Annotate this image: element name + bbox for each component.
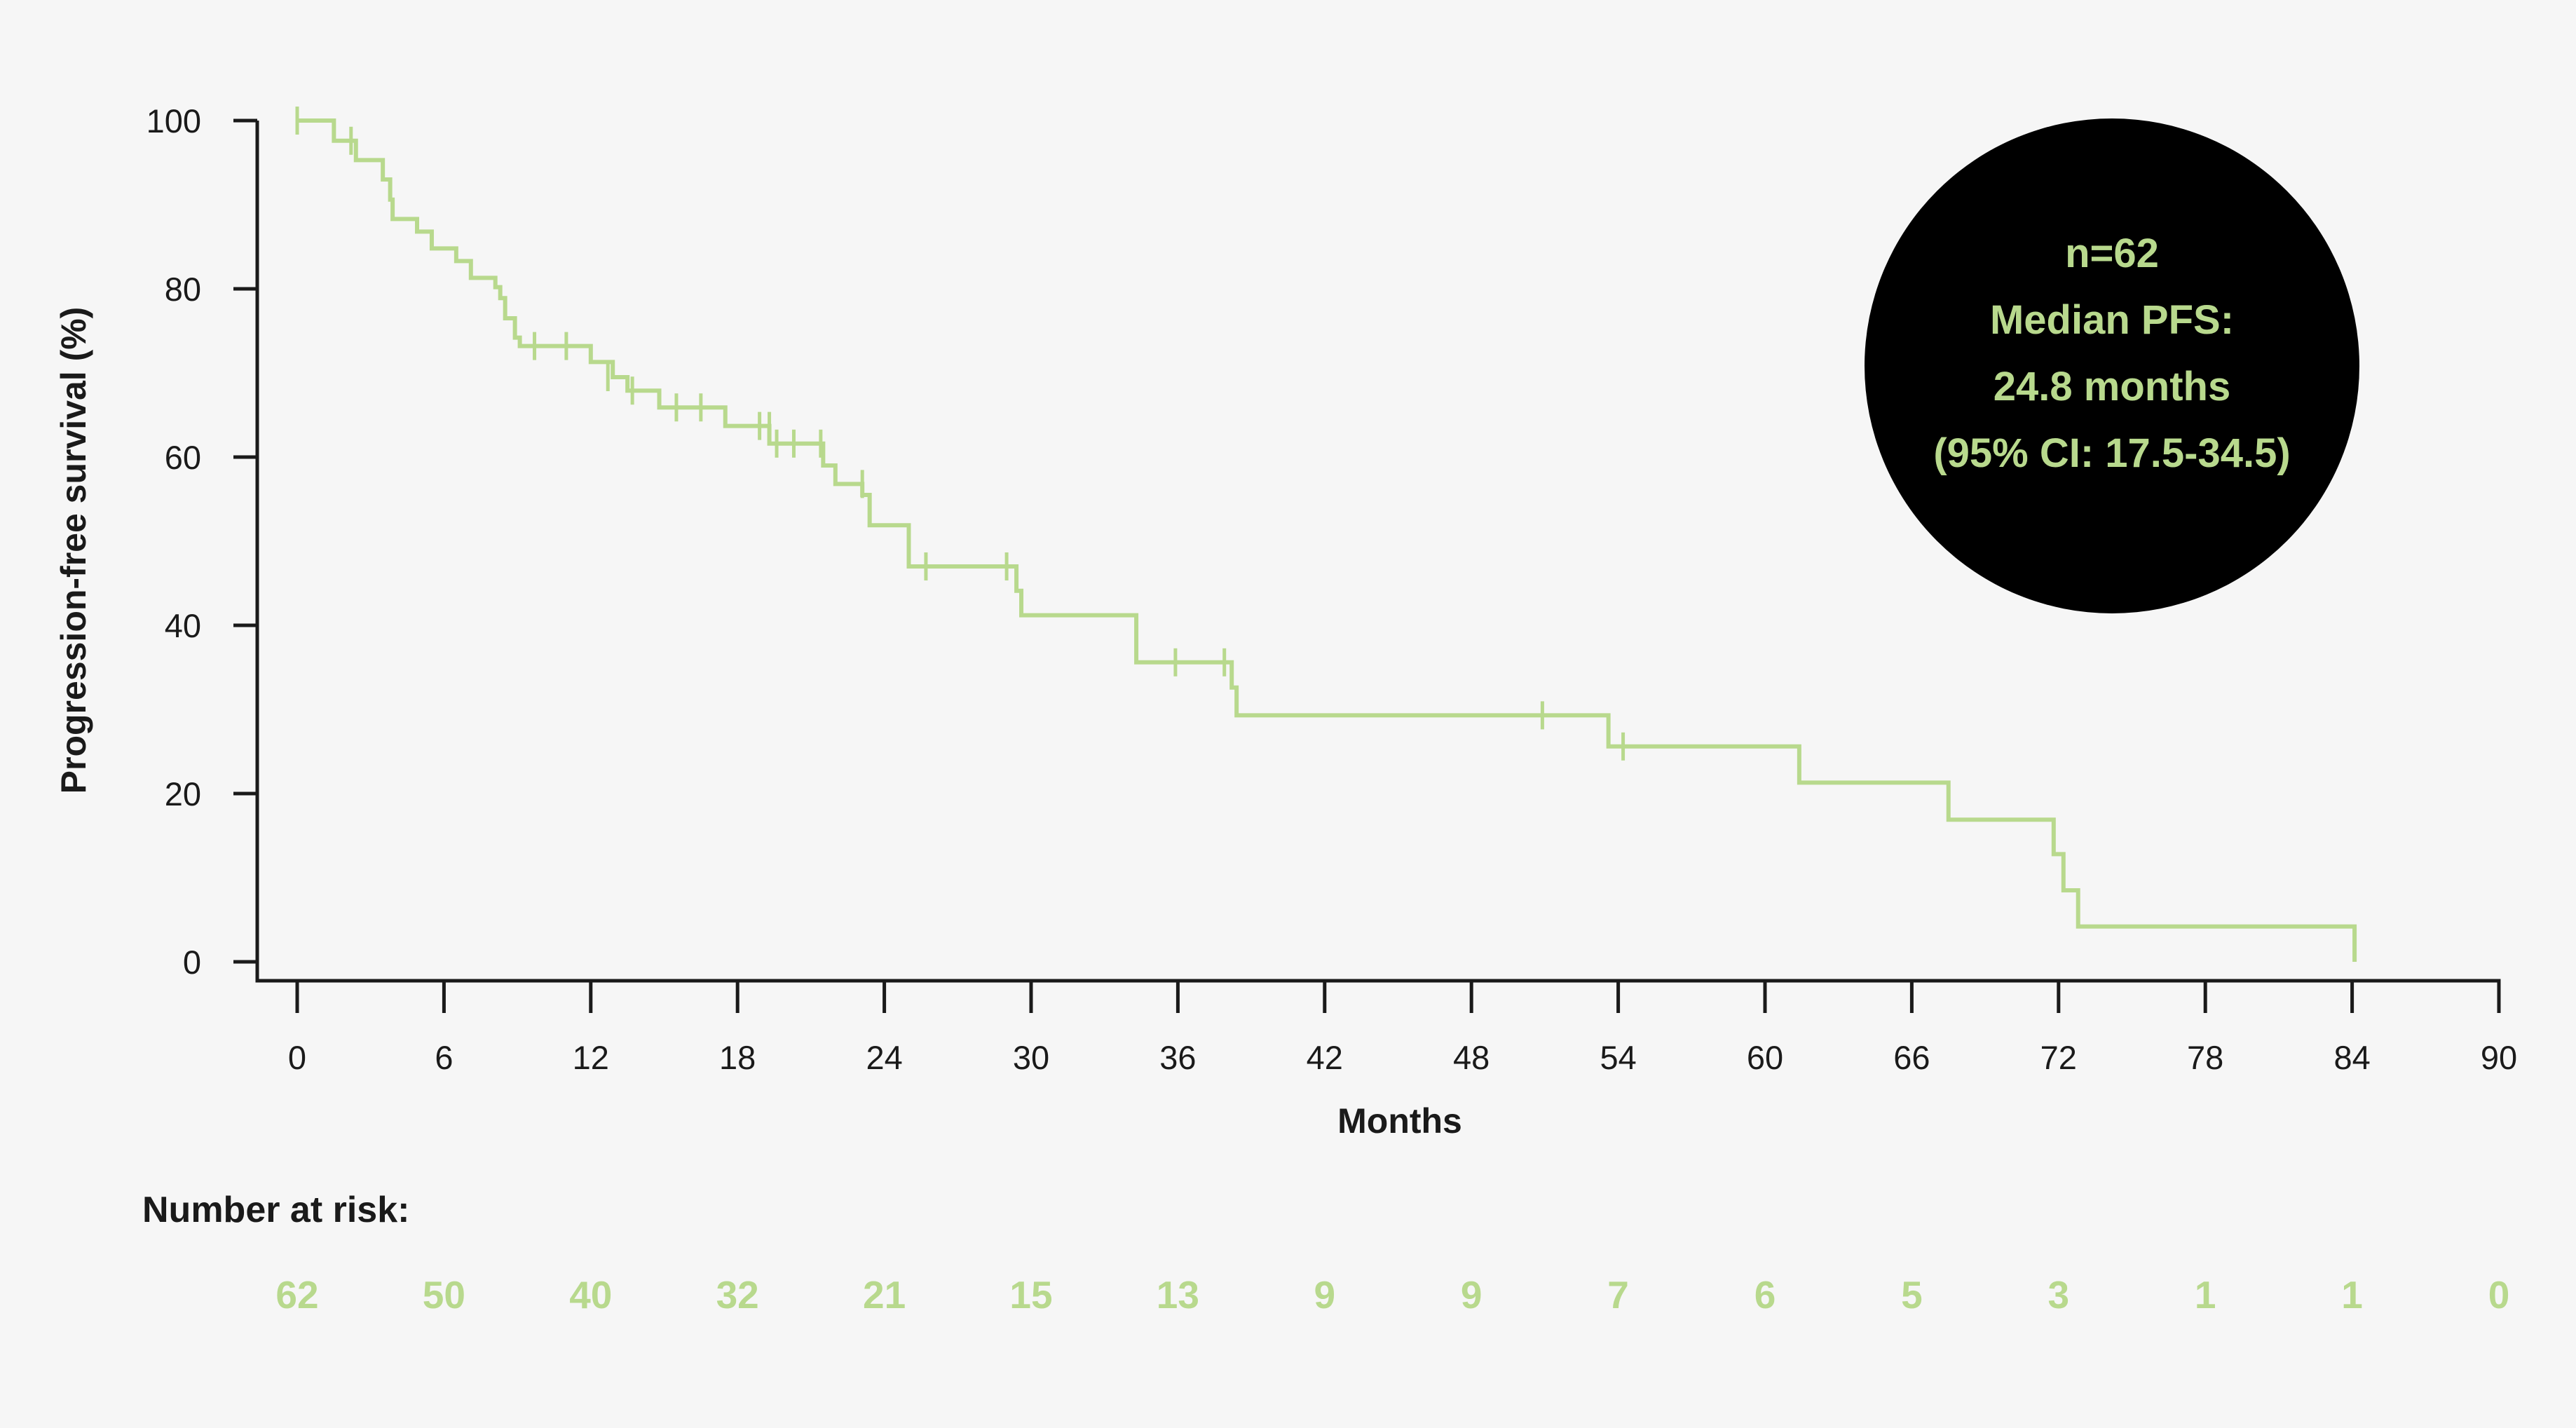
x-tick-label: 30 bbox=[1013, 1039, 1049, 1076]
series-group bbox=[297, 118, 2357, 962]
x-tick-label: 24 bbox=[866, 1039, 902, 1076]
risk-value: 13 bbox=[1157, 1273, 1199, 1317]
median-badge: n=62 Median PFS: 24.8 months (95% CI: 17… bbox=[1865, 118, 2359, 613]
risk-value: 9 bbox=[1314, 1273, 1336, 1317]
risk-value: 40 bbox=[569, 1273, 612, 1317]
x-axis-ticks: 0 6 12 18 24 30 36 42 48 54 60 66 72 78 84 90 bbox=[288, 981, 2517, 1076]
risk-value: 32 bbox=[716, 1273, 759, 1317]
risk-table-values: 62 50 40 32 21 15 13 9 9 7 6 5 3 1 1 0 bbox=[275, 1273, 2509, 1317]
x-tick-label: 54 bbox=[1600, 1039, 1636, 1076]
x-axis-title: Months bbox=[1337, 1101, 1462, 1141]
censor-marks bbox=[295, 107, 1626, 761]
x-tick-label: 72 bbox=[2040, 1039, 2077, 1076]
risk-value: 15 bbox=[1009, 1273, 1052, 1317]
x-tick-label: 84 bbox=[2333, 1039, 2370, 1076]
x-tick-label: 0 bbox=[288, 1039, 306, 1076]
axes bbox=[255, 121, 2501, 983]
y-tick-label: 40 bbox=[165, 607, 201, 644]
x-tick-label: 6 bbox=[435, 1039, 453, 1076]
y-tick-label: 0 bbox=[183, 944, 201, 981]
risk-value: 5 bbox=[1901, 1273, 1923, 1317]
y-tick-label: 100 bbox=[146, 102, 201, 140]
y-axis-ticks: 0 20 40 60 80 100 bbox=[146, 102, 257, 981]
x-tick-label: 78 bbox=[2187, 1039, 2223, 1076]
risk-table-title: Number at risk: bbox=[142, 1190, 409, 1230]
risk-value: 1 bbox=[2195, 1273, 2216, 1317]
x-tick-label: 48 bbox=[1453, 1039, 1490, 1076]
y-tick-label: 20 bbox=[165, 775, 201, 812]
risk-value: 0 bbox=[2488, 1273, 2510, 1317]
risk-value: 3 bbox=[2048, 1273, 2070, 1317]
risk-value: 50 bbox=[423, 1273, 465, 1317]
badge-median-value: 24.8 months bbox=[1994, 364, 2230, 409]
y-tick-label: 60 bbox=[165, 439, 201, 476]
x-tick-label: 12 bbox=[573, 1039, 609, 1076]
risk-value: 6 bbox=[1754, 1273, 1776, 1317]
x-tick-label: 60 bbox=[1747, 1039, 1783, 1076]
survival-curve bbox=[297, 118, 2357, 962]
risk-value: 21 bbox=[863, 1273, 906, 1317]
x-tick-label: 18 bbox=[719, 1039, 756, 1076]
x-tick-label: 36 bbox=[1159, 1039, 1196, 1076]
badge-median-label: Median PFS: bbox=[1990, 297, 2234, 343]
badge-circle bbox=[1865, 118, 2359, 613]
y-axis-title: Progression-free survival (%) bbox=[54, 307, 93, 794]
y-tick-label: 80 bbox=[165, 271, 201, 308]
x-tick-label: 42 bbox=[1307, 1039, 1343, 1076]
x-tick-label: 66 bbox=[1893, 1039, 1930, 1076]
badge-n: n=62 bbox=[2065, 231, 2159, 276]
risk-value: 62 bbox=[275, 1273, 318, 1317]
x-tick-label: 90 bbox=[2481, 1039, 2517, 1076]
risk-value: 7 bbox=[1607, 1273, 1629, 1317]
risk-value: 9 bbox=[1461, 1273, 1483, 1317]
risk-value: 1 bbox=[2341, 1273, 2363, 1317]
badge-ci: (95% CI: 17.5-34.5) bbox=[1933, 430, 2290, 476]
